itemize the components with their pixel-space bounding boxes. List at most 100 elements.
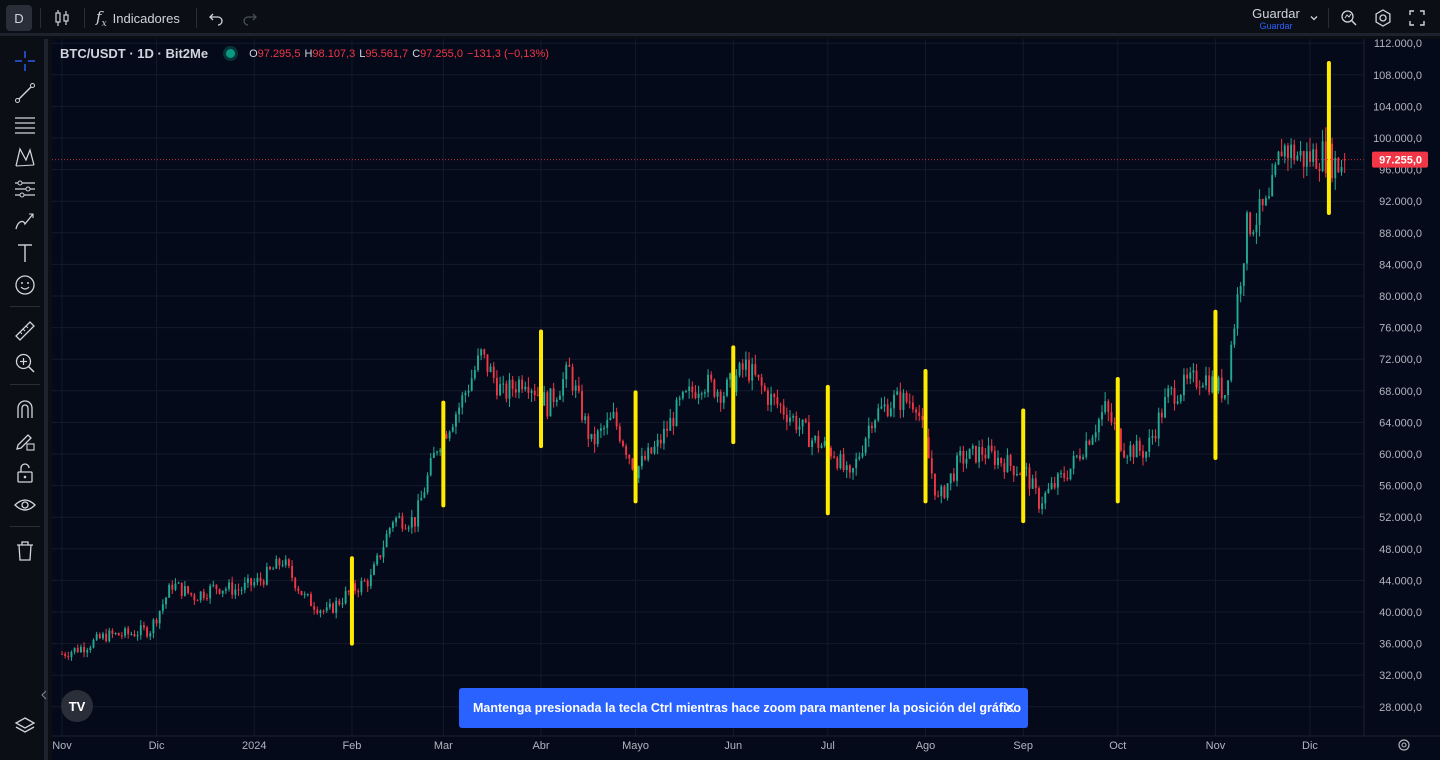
- candle: [1160, 408, 1163, 424]
- candle: [190, 592, 193, 597]
- candle: [105, 628, 108, 643]
- lock-drawing-tool[interactable]: [10, 426, 40, 456]
- price-chart[interactable]: 112.000,0108.000,0104.000,0100.000,096.0…: [52, 39, 1440, 760]
- candle: [593, 426, 596, 453]
- candle: [659, 434, 662, 449]
- candle: [1312, 143, 1315, 167]
- object-tree-button[interactable]: [10, 711, 40, 741]
- quick-search-button[interactable]: [1336, 0, 1362, 36]
- time-tick-label: Nov: [52, 740, 72, 752]
- candle: [414, 516, 416, 533]
- zoom-in-tool[interactable]: [10, 348, 40, 378]
- candle: [272, 566, 275, 570]
- candle: [937, 490, 940, 498]
- candle: [521, 375, 524, 393]
- candle: [1034, 471, 1037, 495]
- time-tick-label: Dic: [149, 740, 165, 752]
- trend-line-tool[interactable]: [10, 78, 40, 108]
- user-avatar[interactable]: D: [6, 5, 32, 31]
- fib-tool[interactable]: [10, 110, 40, 140]
- toast-close-button[interactable]: [998, 696, 1020, 718]
- unlock-icon: [17, 463, 33, 483]
- candle: [404, 524, 407, 530]
- candle: [502, 375, 505, 394]
- crosshair-tool[interactable]: [10, 46, 40, 76]
- remove-drawings-tool[interactable]: [10, 536, 40, 566]
- candle: [439, 447, 442, 456]
- hide-drawings-tool[interactable]: [10, 490, 40, 520]
- time-tick-label: Sep: [1013, 740, 1033, 752]
- axis-settings-icon[interactable]: [1398, 739, 1410, 751]
- candle: [61, 651, 63, 655]
- candle: [1258, 189, 1261, 237]
- candle: [830, 445, 832, 460]
- candle: [603, 425, 606, 436]
- forecast-tool[interactable]: [10, 174, 40, 204]
- tradingview-logo[interactable]: TV: [61, 690, 93, 722]
- pattern-icon: [15, 147, 35, 167]
- candle: [1274, 162, 1277, 178]
- candle: [1113, 417, 1116, 431]
- candle: [785, 407, 788, 431]
- save-button[interactable]: Guardar Guardar: [1248, 0, 1304, 36]
- candle: [940, 484, 943, 504]
- candle: [596, 428, 599, 448]
- candle: [354, 579, 357, 595]
- candle: [763, 382, 766, 392]
- measure-tool[interactable]: [10, 316, 40, 346]
- candle: [1189, 367, 1192, 385]
- candle: [959, 446, 962, 463]
- fullscreen-button[interactable]: [1404, 0, 1430, 36]
- candle: [1056, 472, 1059, 495]
- candle: [956, 452, 958, 487]
- candle: [1019, 472, 1022, 475]
- chart-pane[interactable]: 112.000,0 108.000,0 104.000,0 100.000,0 96.0…: [52, 39, 1440, 760]
- magnet-tool[interactable]: [10, 394, 40, 424]
- candle: [391, 520, 394, 532]
- candle: [310, 591, 312, 607]
- save-dropdown-button[interactable]: [1306, 0, 1322, 36]
- indicators-button[interactable]: fx Indicadores: [92, 0, 188, 36]
- redo-button[interactable]: [238, 0, 262, 36]
- candle: [401, 512, 404, 532]
- candle: [990, 439, 993, 453]
- candle: [1028, 463, 1031, 496]
- settings-button[interactable]: [1370, 0, 1396, 36]
- candle: [823, 436, 826, 448]
- candle: [1003, 458, 1006, 479]
- candle: [918, 404, 921, 422]
- indicators-label: Indicadores: [112, 10, 180, 26]
- candle: [454, 411, 457, 435]
- symbol-label[interactable]: BTC/USDT · 1D · Bit2Me: [60, 46, 209, 61]
- chart-type-button[interactable]: [48, 0, 76, 36]
- candle: [202, 588, 205, 601]
- candle: [470, 369, 473, 392]
- market-status-dot[interactable]: [226, 49, 236, 58]
- price-axis[interactable]: 112.000,0108.000,0104.000,0100.000,096.0…: [1363, 39, 1440, 760]
- candle: [716, 389, 719, 403]
- candle: [842, 447, 845, 473]
- undo-button[interactable]: [204, 0, 228, 36]
- lock-all-tool[interactable]: [10, 458, 40, 488]
- trash-icon: [17, 541, 33, 561]
- time-axis[interactable]: Nov Dic 2024 Feb Mar Abr Mayo Jun Jul Ago Sep Oct No…: [52, 735, 1440, 760]
- collapse-toolbar-button[interactable]: [40, 685, 48, 705]
- ruler-icon: [15, 321, 35, 341]
- pattern-tool[interactable]: [10, 142, 40, 172]
- candle: [1198, 380, 1201, 396]
- candle: [1315, 143, 1318, 169]
- candle: [398, 512, 401, 519]
- candle: [86, 647, 89, 658]
- candle: [1280, 138, 1283, 157]
- marker-lines[interactable]: [349, 60, 1331, 646]
- brush-tool[interactable]: [10, 206, 40, 236]
- candle: [1201, 382, 1204, 388]
- candle: [250, 577, 253, 592]
- emoji-tool[interactable]: [10, 270, 40, 300]
- candle: [574, 379, 577, 398]
- candle: [511, 375, 514, 397]
- close-label: C: [412, 47, 421, 60]
- candle: [536, 387, 539, 397]
- text-tool[interactable]: [10, 238, 40, 268]
- candle: [599, 423, 602, 439]
